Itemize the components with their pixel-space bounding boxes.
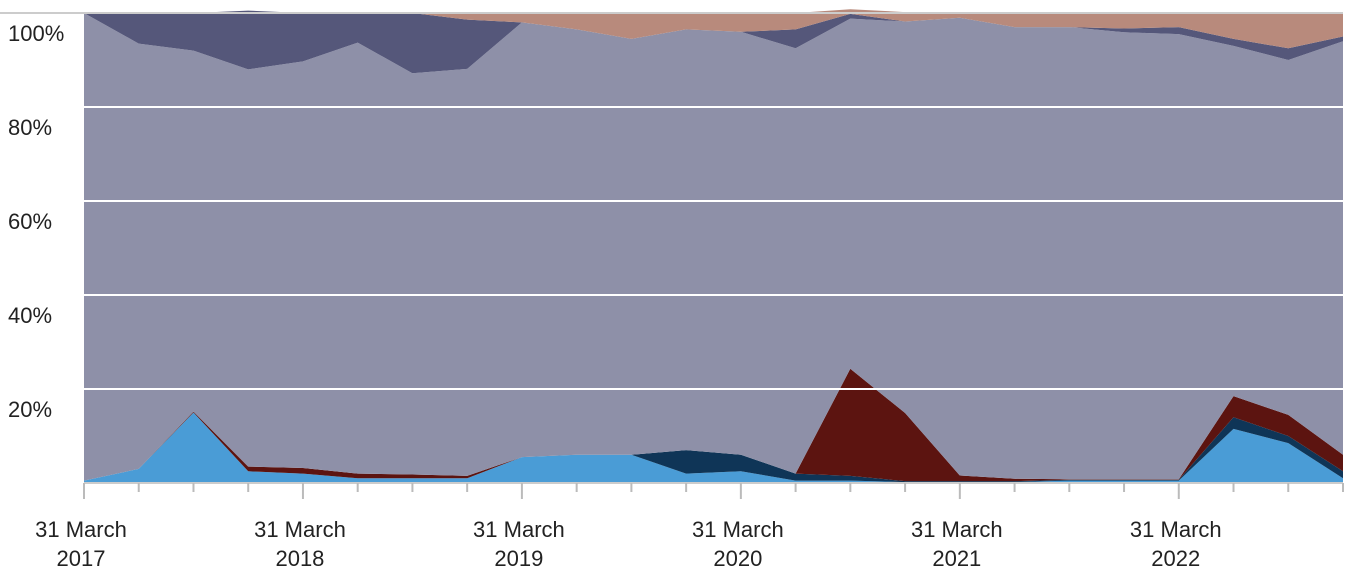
area-series-1 xyxy=(84,412,1343,483)
area-series-5 xyxy=(84,10,1343,74)
area-series-4 xyxy=(84,13,1343,481)
x-tick-label: 31 March 2019 xyxy=(473,517,565,571)
x-tick-label: 31 March 2022 xyxy=(1130,517,1222,571)
area-series-2 xyxy=(84,412,1343,483)
y-tick-label: 60% xyxy=(8,209,52,234)
chart-tick-labels: 100% 80% 60% 40% 20% 31 March 2017 31 March 2018… xyxy=(8,21,1222,571)
y-tick-label: 20% xyxy=(8,397,52,422)
x-tick-label: 31 March 2018 xyxy=(254,517,346,571)
y-tick-label: 40% xyxy=(8,303,52,328)
y-tick-label: 100% xyxy=(8,21,64,46)
y-tick-label: 80% xyxy=(8,115,52,140)
chart-areas xyxy=(84,9,1343,483)
chart-gridlines xyxy=(0,12,1343,390)
x-tick-label: 31 March 2017 xyxy=(35,517,127,571)
chart-axes xyxy=(83,482,1344,499)
x-tick-label: 31 March 2020 xyxy=(692,517,784,571)
area-series-6 xyxy=(84,9,1343,49)
x-tick-label: 31 March 2021 xyxy=(911,517,1003,571)
